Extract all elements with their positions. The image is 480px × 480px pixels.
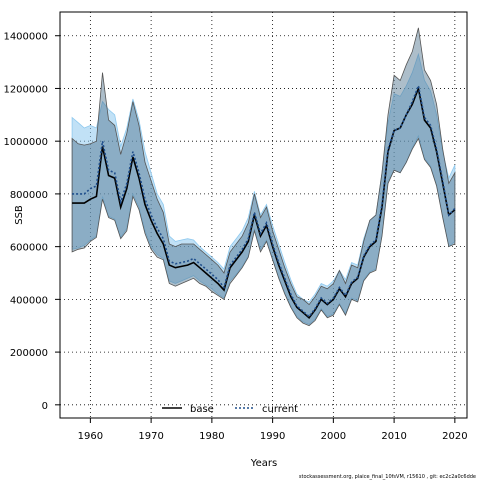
y-tick-label: 1400000 [3, 32, 48, 43]
y-tick-label: 1200000 [3, 84, 48, 95]
x-tick-label: 2010 [381, 431, 406, 442]
x-tick-label: 2000 [321, 431, 346, 442]
line-base [72, 85, 456, 319]
y-axis: 0 200000 400000 600000 800000 1000000 1200000 1… [3, 32, 60, 412]
y-tick-label: 200000 [10, 348, 48, 359]
x-axis-title: Years [250, 458, 277, 469]
footer-text: stockassessment.org, plaice_final_10fsVM… [299, 474, 476, 480]
series-lines [72, 82, 456, 319]
y-tick-label: 400000 [10, 295, 48, 306]
x-tick-label: 1970 [138, 431, 163, 442]
legend-current-label: current [262, 404, 298, 415]
plot-frame [59, 11, 468, 419]
y-tick-label: 1000000 [3, 137, 48, 148]
y-axis-title: SSB [14, 205, 25, 225]
line-current [72, 82, 456, 318]
x-tick-label: 1960 [78, 431, 103, 442]
legend: base current [162, 404, 298, 415]
y-tick-label: 800000 [10, 190, 48, 201]
x-axis: 1960 1970 1980 1990 2000 2010 2020 [78, 418, 468, 442]
y-tick-label: 0 [42, 401, 48, 412]
x-tick-label: 1990 [260, 431, 285, 442]
y-tick-label: 600000 [10, 243, 48, 254]
band-base [71, 27, 456, 327]
x-tick-label: 2020 [442, 431, 467, 442]
legend-base-label: base [190, 404, 214, 415]
x-tick-label: 1980 [199, 431, 224, 442]
